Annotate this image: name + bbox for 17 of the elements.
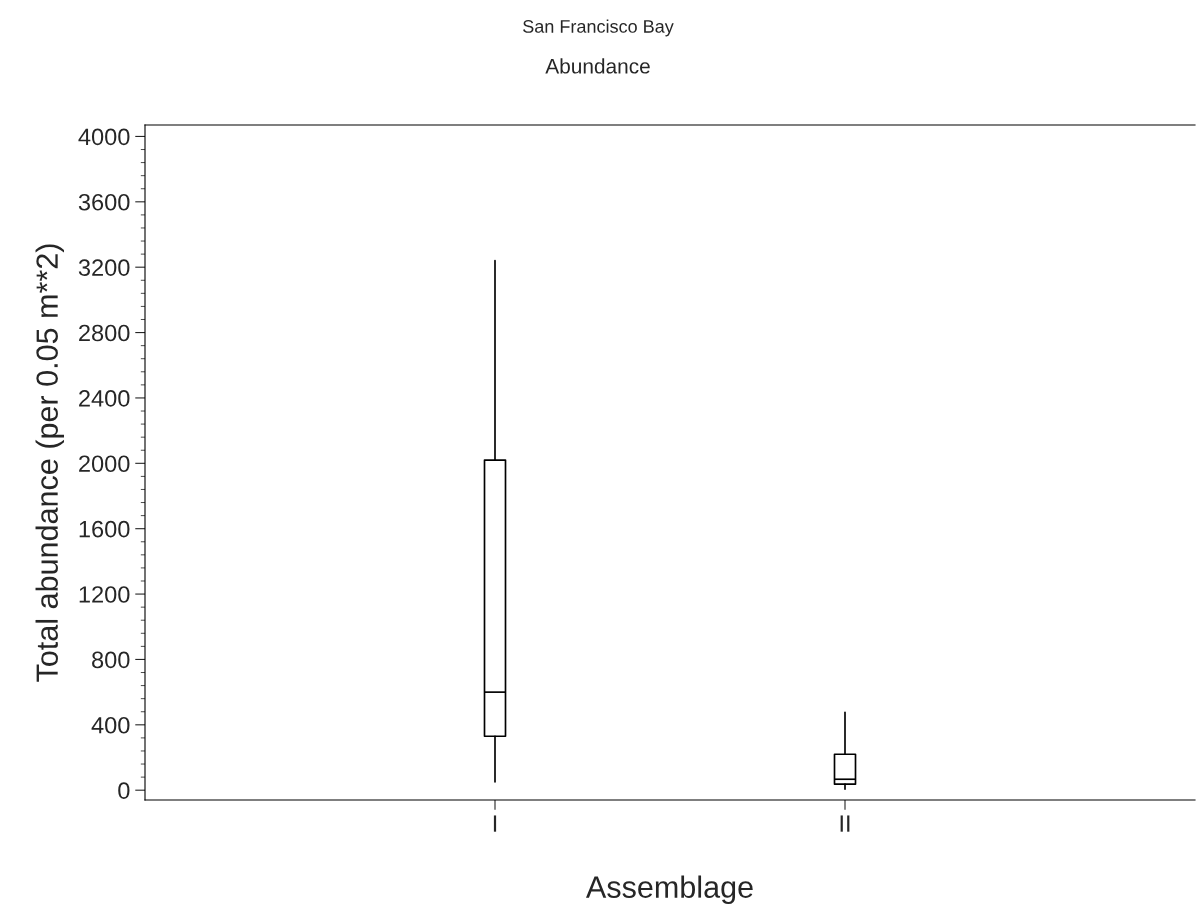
y-tick-label: 1200 bbox=[79, 586, 130, 603]
y-tick-label: 3600 bbox=[78, 193, 130, 211]
chart-subtitle: Abundance bbox=[545, 58, 650, 74]
y-tick-label: 2400 bbox=[79, 390, 130, 407]
y-tick-label: 2800 bbox=[79, 324, 130, 342]
x-tick-label: I bbox=[493, 815, 497, 832]
y-tick-label: 2000 bbox=[79, 455, 130, 473]
y-tick-label: 400 bbox=[91, 716, 130, 734]
x-axis-title: Assemblage bbox=[585, 875, 753, 904]
y-tick-label: 800 bbox=[92, 651, 130, 669]
y-tick-label: 3200 bbox=[78, 259, 130, 276]
y-tick-label: 1600 bbox=[79, 520, 130, 538]
y-tick-label: 0 bbox=[118, 782, 130, 799]
chart-title: San Francisco Bay bbox=[523, 19, 674, 37]
x-tick-label: II bbox=[840, 815, 850, 832]
y-tick-label: 4000 bbox=[78, 128, 130, 146]
y-axis-title: Total abundance (per 0.05 m**2) bbox=[35, 244, 65, 682]
